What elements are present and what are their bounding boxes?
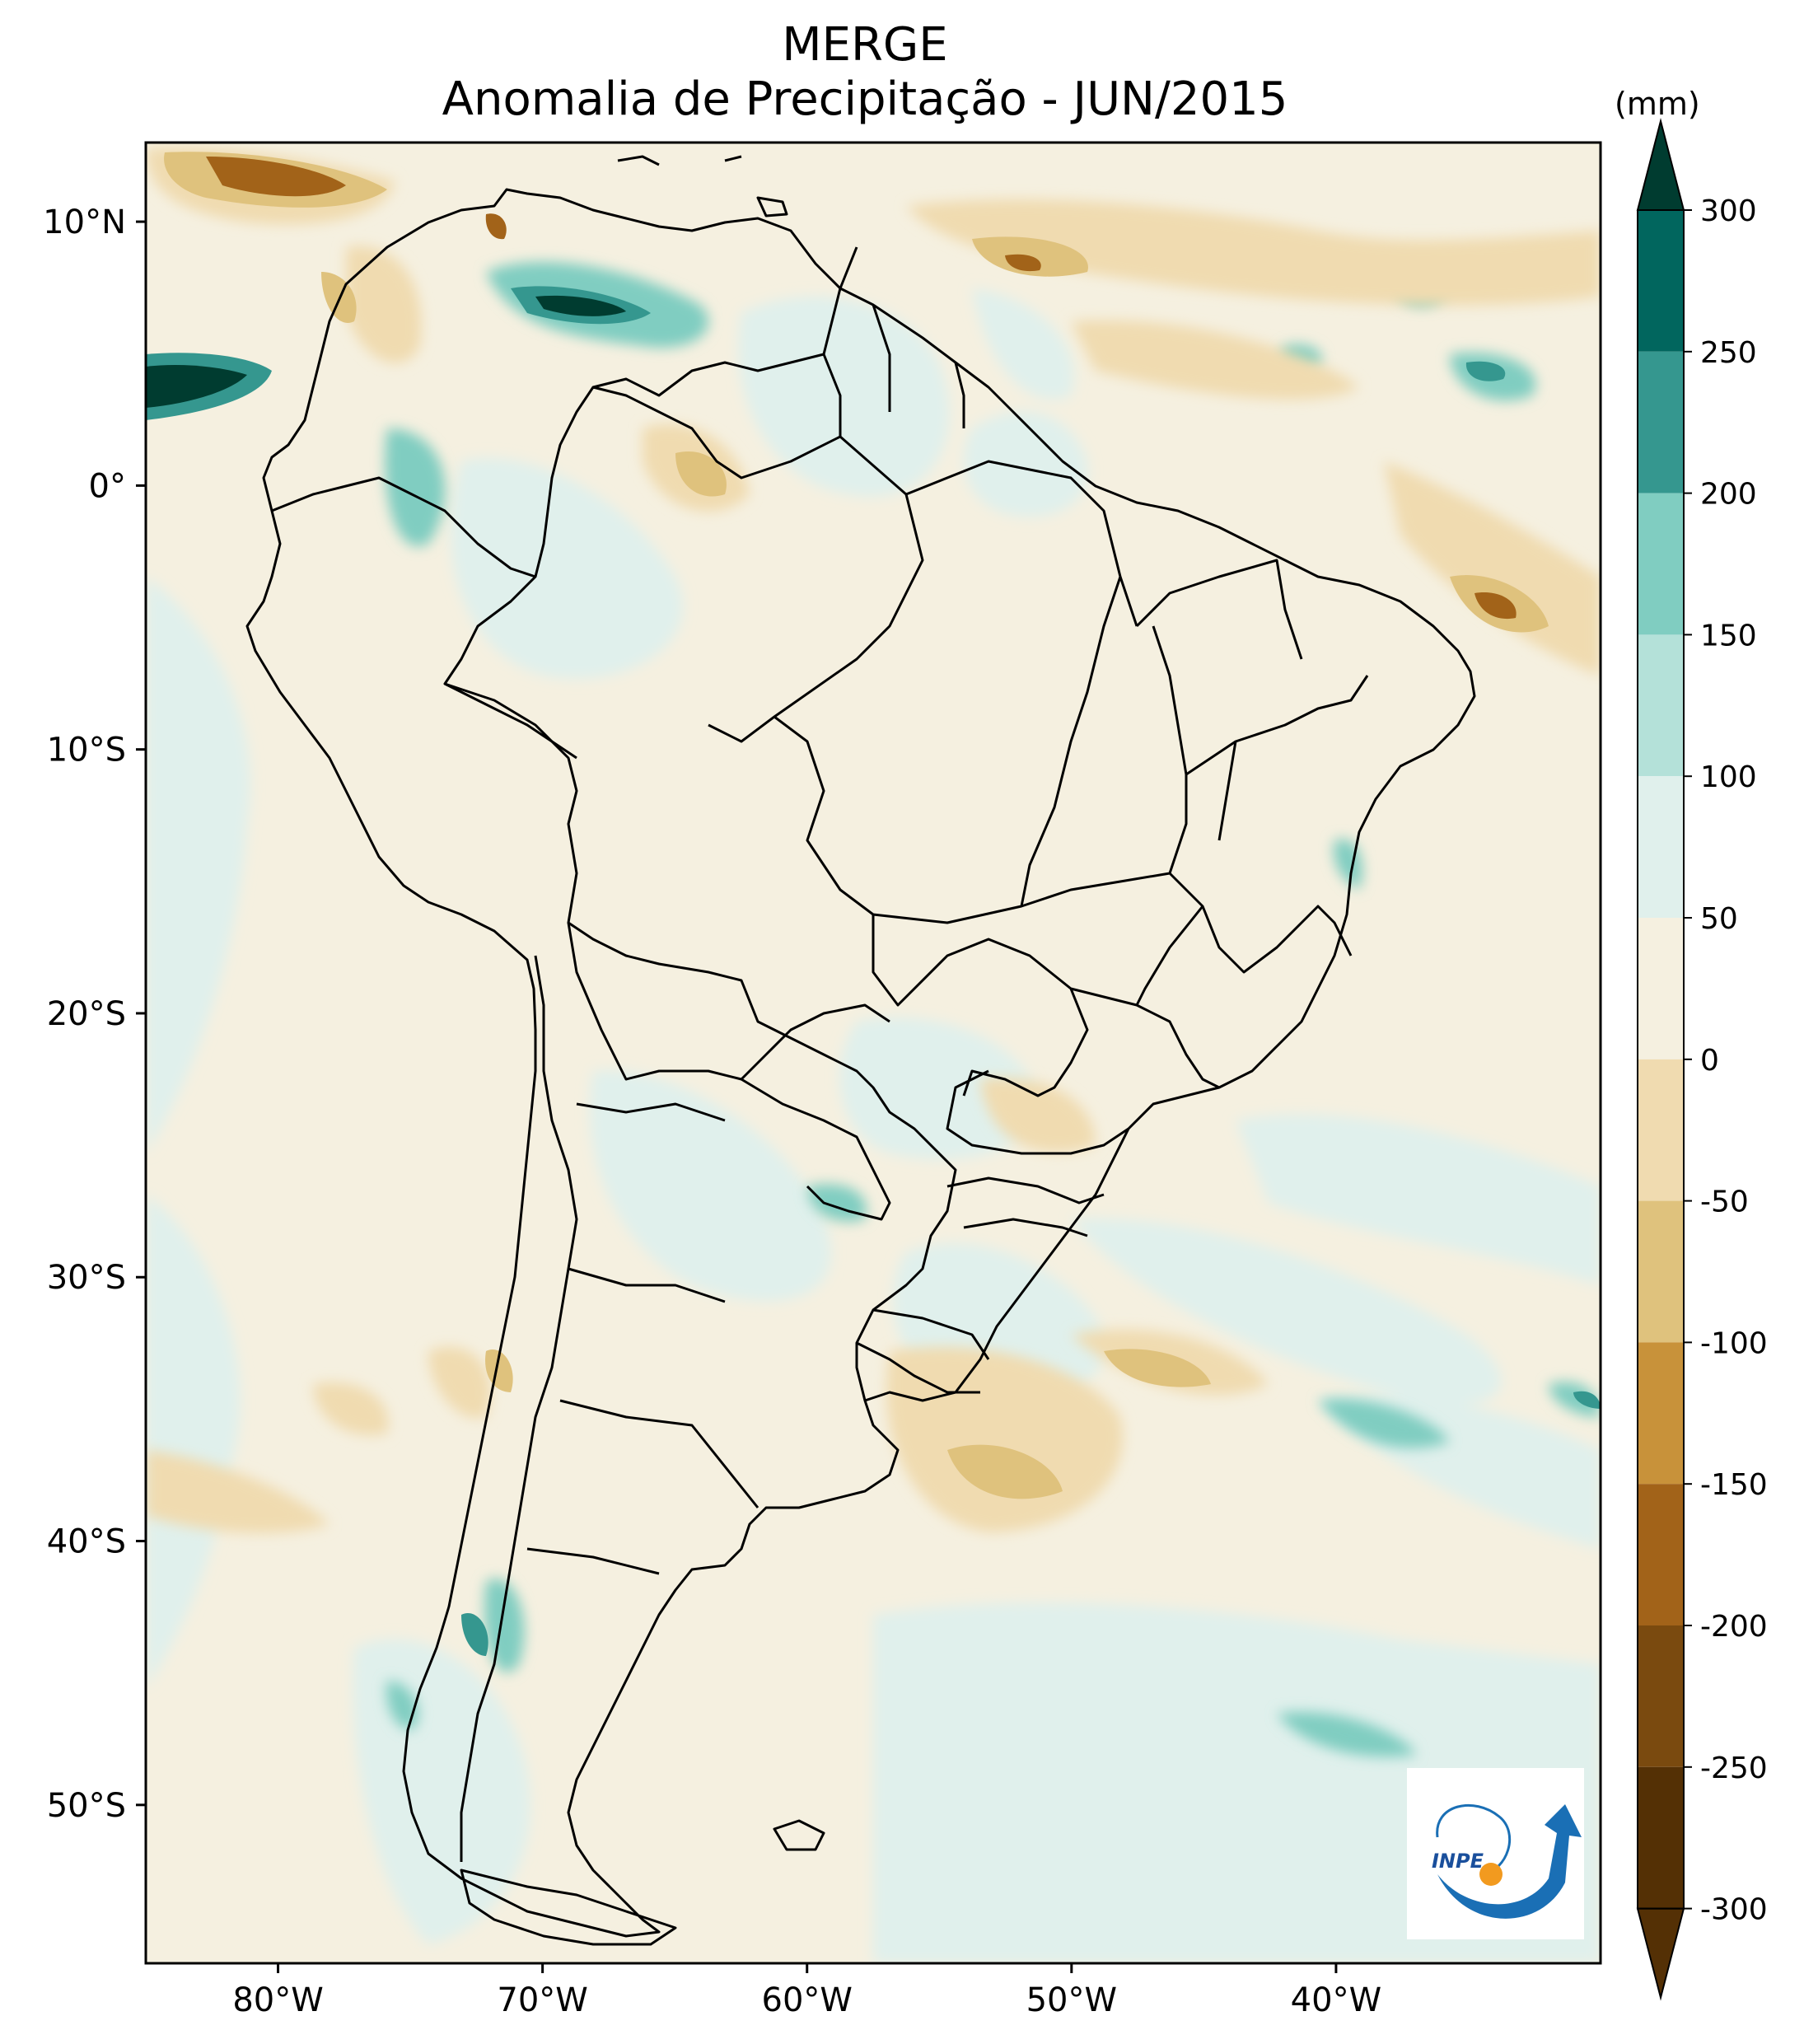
lat-tick-label: 0° xyxy=(89,467,126,505)
colorbar-tick-label: 250 xyxy=(1700,336,1757,370)
colorbar-segment xyxy=(1638,776,1684,918)
colorbar-extend-max xyxy=(1636,118,1685,211)
axis-ticks: 10°N 0° 10°S 20°S 30°S 40°S 50°S 80°W 70°W 60°W 50… xyxy=(43,203,1381,2019)
colorbar-segment xyxy=(1638,210,1684,352)
caribbean-islands xyxy=(617,155,788,217)
lat-tick-label: 50°S xyxy=(47,1787,126,1825)
colorbar-segment xyxy=(1638,918,1684,1059)
chart-title: MERGE xyxy=(782,18,948,72)
colorbar-segment xyxy=(1638,1766,1684,1909)
colorbar-tick-label: -250 xyxy=(1700,1752,1768,1785)
lat-tick-label: 40°S xyxy=(47,1523,126,1561)
logo-text: INPE xyxy=(1432,1850,1484,1873)
map-frame xyxy=(144,141,1602,1965)
coastlines-and-borders xyxy=(245,155,1476,1946)
venezuela-guyana-border xyxy=(592,353,842,437)
colorbar-tick-label: 50 xyxy=(1700,902,1738,936)
lon-tick-label: 40°W xyxy=(1291,1981,1381,2019)
lat-tick-label: 10°N xyxy=(43,203,126,241)
guianas-borders xyxy=(822,246,965,428)
lon-tick-label: 50°W xyxy=(1026,1981,1117,2019)
falkland-islands xyxy=(773,1819,825,1851)
colorbar-tick-label: -200 xyxy=(1700,1610,1768,1644)
colorbar-units: (mm) xyxy=(1615,86,1700,122)
brazil-states xyxy=(708,435,1369,1237)
colorbar-segment xyxy=(1638,351,1684,493)
extreme-positive-regions xyxy=(146,295,626,408)
logo-sun-dot xyxy=(1479,1863,1503,1886)
logo-arrow xyxy=(1437,1804,1582,1919)
lon-tick-label: 60°W xyxy=(762,1981,853,2019)
colorbar-extend-min xyxy=(1636,1907,1685,2001)
colorbar-segment xyxy=(1638,634,1684,777)
anomaly-field xyxy=(146,143,1601,1963)
colorbar-tick-label: -100 xyxy=(1700,1326,1768,1360)
tierra-del-fuego xyxy=(460,1869,677,1946)
peru-brazil-border xyxy=(444,682,577,760)
colorbar-tick-label: -150 xyxy=(1700,1468,1768,1502)
inpe-logo: INPE xyxy=(1407,1768,1584,1939)
colorbar-tick-label: -300 xyxy=(1700,1893,1768,1927)
colorbar: 300 250 200 150 100 50 0 -50 -100 -150 -200 -250 -30… xyxy=(1636,118,1768,2001)
bolivia-paraguay-border xyxy=(567,922,890,1081)
chart-subtitle: Anomalia de Precipitação - JUN/2015 xyxy=(442,72,1288,126)
colorbar-segment xyxy=(1638,493,1684,635)
colorbar-tick-label: 200 xyxy=(1700,478,1757,512)
colorbar-tick-label: 150 xyxy=(1700,619,1757,652)
argentina-provinces xyxy=(526,1102,759,1575)
colorbar-tick-label: 100 xyxy=(1700,760,1757,794)
peru-colombia-border xyxy=(271,476,536,578)
lat-tick-label: 30°S xyxy=(47,1259,126,1297)
paraguay-border xyxy=(741,1078,891,1221)
lon-tick-label: 70°W xyxy=(497,1981,587,2019)
colorbar-segment xyxy=(1638,1059,1684,1201)
lon-tick-label: 80°W xyxy=(232,1981,323,2019)
andes-border xyxy=(460,955,578,1862)
colorbar-tick-label: 300 xyxy=(1700,194,1757,228)
colorbar-tick-label: 0 xyxy=(1700,1044,1719,1078)
logo-orbit-arc xyxy=(1436,1803,1512,1876)
colorbar-segment xyxy=(1638,1484,1684,1625)
uruguay-argentina-border xyxy=(855,1308,990,1401)
lat-tick-label: 20°S xyxy=(47,995,126,1033)
south-america-coastline xyxy=(245,188,1476,1938)
lat-tick-label: 10°S xyxy=(47,732,126,769)
colorbar-segment xyxy=(1638,1342,1684,1485)
colorbar-segment xyxy=(1638,1625,1684,1767)
colorbar-tick-label: -50 xyxy=(1700,1186,1749,1219)
strong-negative-regions xyxy=(206,157,1517,620)
colorbar-segment xyxy=(1638,1200,1684,1343)
